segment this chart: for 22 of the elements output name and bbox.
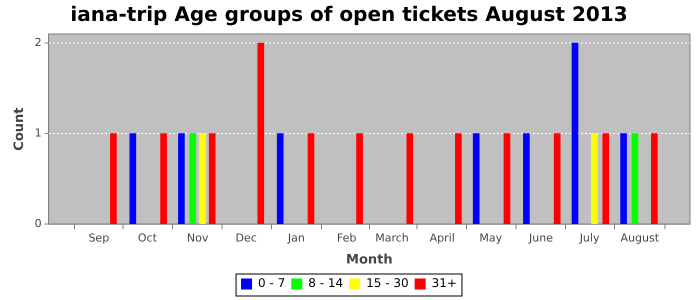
x-tick-label: June (528, 232, 554, 245)
x-tick-label: Jan (286, 232, 305, 245)
legend-label: 0 - 7 (258, 276, 286, 290)
legend-label: 31+ (432, 276, 457, 290)
y-axis-title: Count (12, 108, 28, 151)
legend-label: 15 - 30 (366, 276, 409, 290)
y-tick-label: 2 (34, 36, 42, 49)
x-tick-label: Nov (186, 232, 209, 245)
x-tick-label: Oct (138, 232, 158, 245)
x-tick-label: Sep (88, 232, 110, 245)
x-tick-label: March (375, 232, 409, 245)
chart-title: iana-trip Age groups of open tickets August 2013 (70, 2, 628, 26)
x-tick-label: August (620, 232, 660, 245)
y-tick-label: 1 (34, 126, 42, 140)
x-tick-label: Feb (336, 232, 356, 245)
x-tick-label: April (430, 232, 455, 245)
legend-label: 8 - 14 (308, 276, 344, 290)
x-axis-title: Month (346, 252, 393, 268)
x-tick-label: May (479, 232, 503, 245)
x-tick-label: July (578, 232, 600, 245)
x-tick-label: Dec (236, 232, 257, 245)
y-tick-label: 0 (34, 217, 42, 230)
